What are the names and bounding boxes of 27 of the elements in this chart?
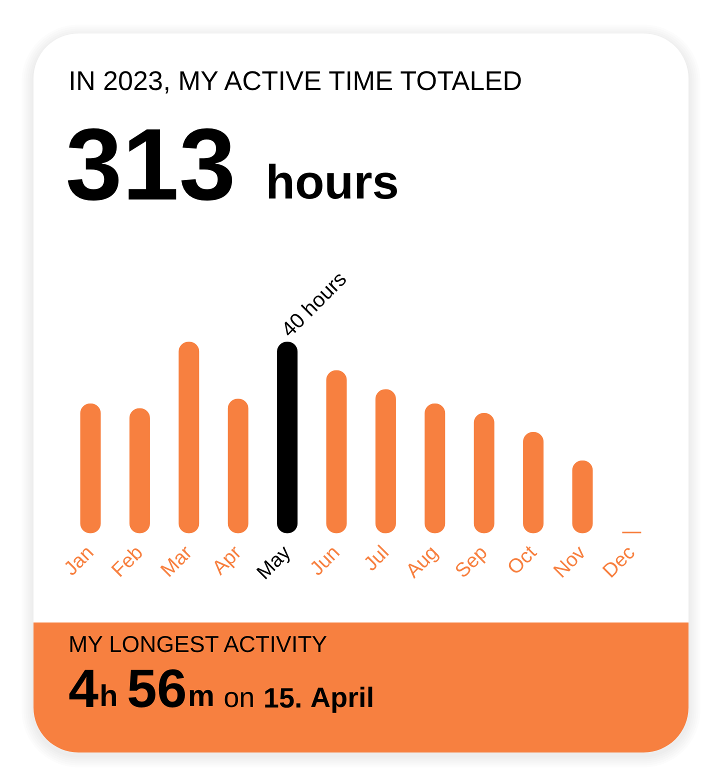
bar (523, 432, 544, 534)
x-tick-label: Jul (360, 542, 394, 576)
x-tick-label: Apr (208, 541, 246, 580)
x-tick-label: Aug (402, 542, 443, 582)
x-tick-label: May (252, 542, 296, 584)
bar (375, 389, 396, 534)
bar (129, 408, 150, 534)
x-tick-label: Oct (504, 541, 542, 580)
bar (424, 404, 446, 534)
bar (326, 370, 347, 534)
bar (277, 342, 298, 534)
bar (474, 413, 494, 534)
bar (572, 460, 593, 534)
text: MY LONGEST ACTIVITY (68, 631, 328, 658)
x-tick-label: Feb (108, 542, 148, 582)
text: 4h 56m on 15. April (68, 659, 374, 720)
x-tick-label: Sep (451, 542, 492, 582)
x-tick-label: Mar (156, 541, 197, 582)
chart-subtitle: 313 hours (66, 107, 399, 222)
x-tick-label: Jan (60, 542, 98, 580)
x-tick-label: Jun (306, 542, 344, 580)
bar (178, 342, 200, 534)
chart-title: IN 2023, MY ACTIVE TIME TOTALED (68, 66, 522, 96)
bar (228, 398, 248, 534)
x-tick-label: Dec (598, 542, 640, 582)
bar (80, 404, 101, 534)
x-tick-label: Nov (550, 542, 590, 582)
